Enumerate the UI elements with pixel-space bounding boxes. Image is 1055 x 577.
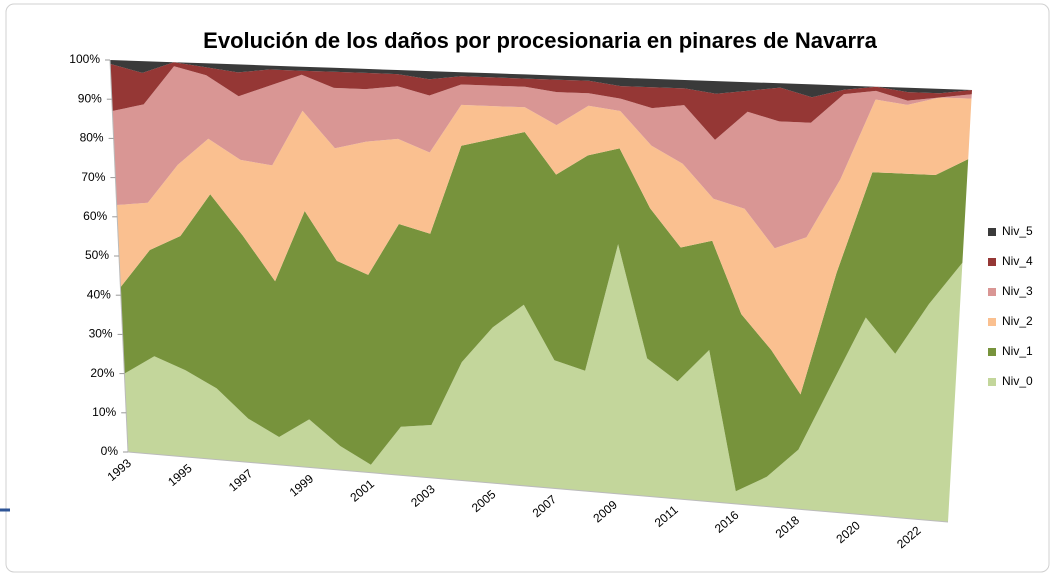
area: [120, 132, 969, 492]
y-tick-label: 90%: [78, 91, 102, 105]
legend-label: Niv_3: [1002, 284, 1033, 298]
area: [112, 66, 972, 249]
y-tick-label: 20%: [90, 366, 114, 380]
legend-swatch: [988, 318, 996, 326]
y-tick-label: 80%: [80, 131, 104, 145]
area: [124, 244, 963, 522]
y-tick-label: 60%: [83, 209, 107, 223]
y-tick-label: 100%: [69, 52, 100, 66]
y-tick-label: 30%: [89, 327, 113, 341]
y-tick-label: 0%: [101, 444, 119, 458]
area: [110, 62, 972, 140]
legend-label: Niv_1: [1002, 344, 1033, 358]
legend-label: Niv_0: [1002, 374, 1033, 388]
y-tick-label: 70%: [81, 170, 105, 184]
y-tick-label: 40%: [87, 287, 111, 301]
x-axis: [127, 451, 949, 523]
area: [116, 97, 972, 395]
legend-swatch: [988, 348, 996, 356]
chart-title: Evolución de los daños por procesionaria…: [203, 28, 877, 53]
legend-label: Niv_5: [1002, 224, 1033, 238]
legend-label: Niv_4: [1002, 254, 1033, 268]
legend-swatch: [988, 288, 996, 296]
area: [110, 60, 972, 98]
y-tick-label: 10%: [92, 405, 116, 419]
y-tick-label: 50%: [85, 248, 109, 262]
legend-label: Niv_2: [1002, 314, 1033, 328]
legend-swatch: [988, 228, 996, 236]
legend-swatch: [988, 378, 996, 386]
legend-swatch: [988, 258, 996, 266]
